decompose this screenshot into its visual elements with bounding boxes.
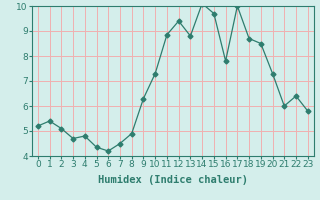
X-axis label: Humidex (Indice chaleur): Humidex (Indice chaleur) xyxy=(98,175,248,185)
